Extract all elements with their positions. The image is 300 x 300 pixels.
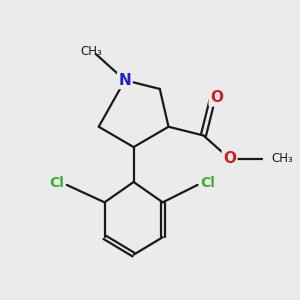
Text: O: O <box>223 151 236 166</box>
Text: Cl: Cl <box>200 176 215 190</box>
Text: Cl: Cl <box>49 176 64 190</box>
Text: CH₃: CH₃ <box>272 152 293 165</box>
Text: N: N <box>118 73 131 88</box>
Text: O: O <box>210 90 223 105</box>
Text: CH₃: CH₃ <box>81 45 102 58</box>
